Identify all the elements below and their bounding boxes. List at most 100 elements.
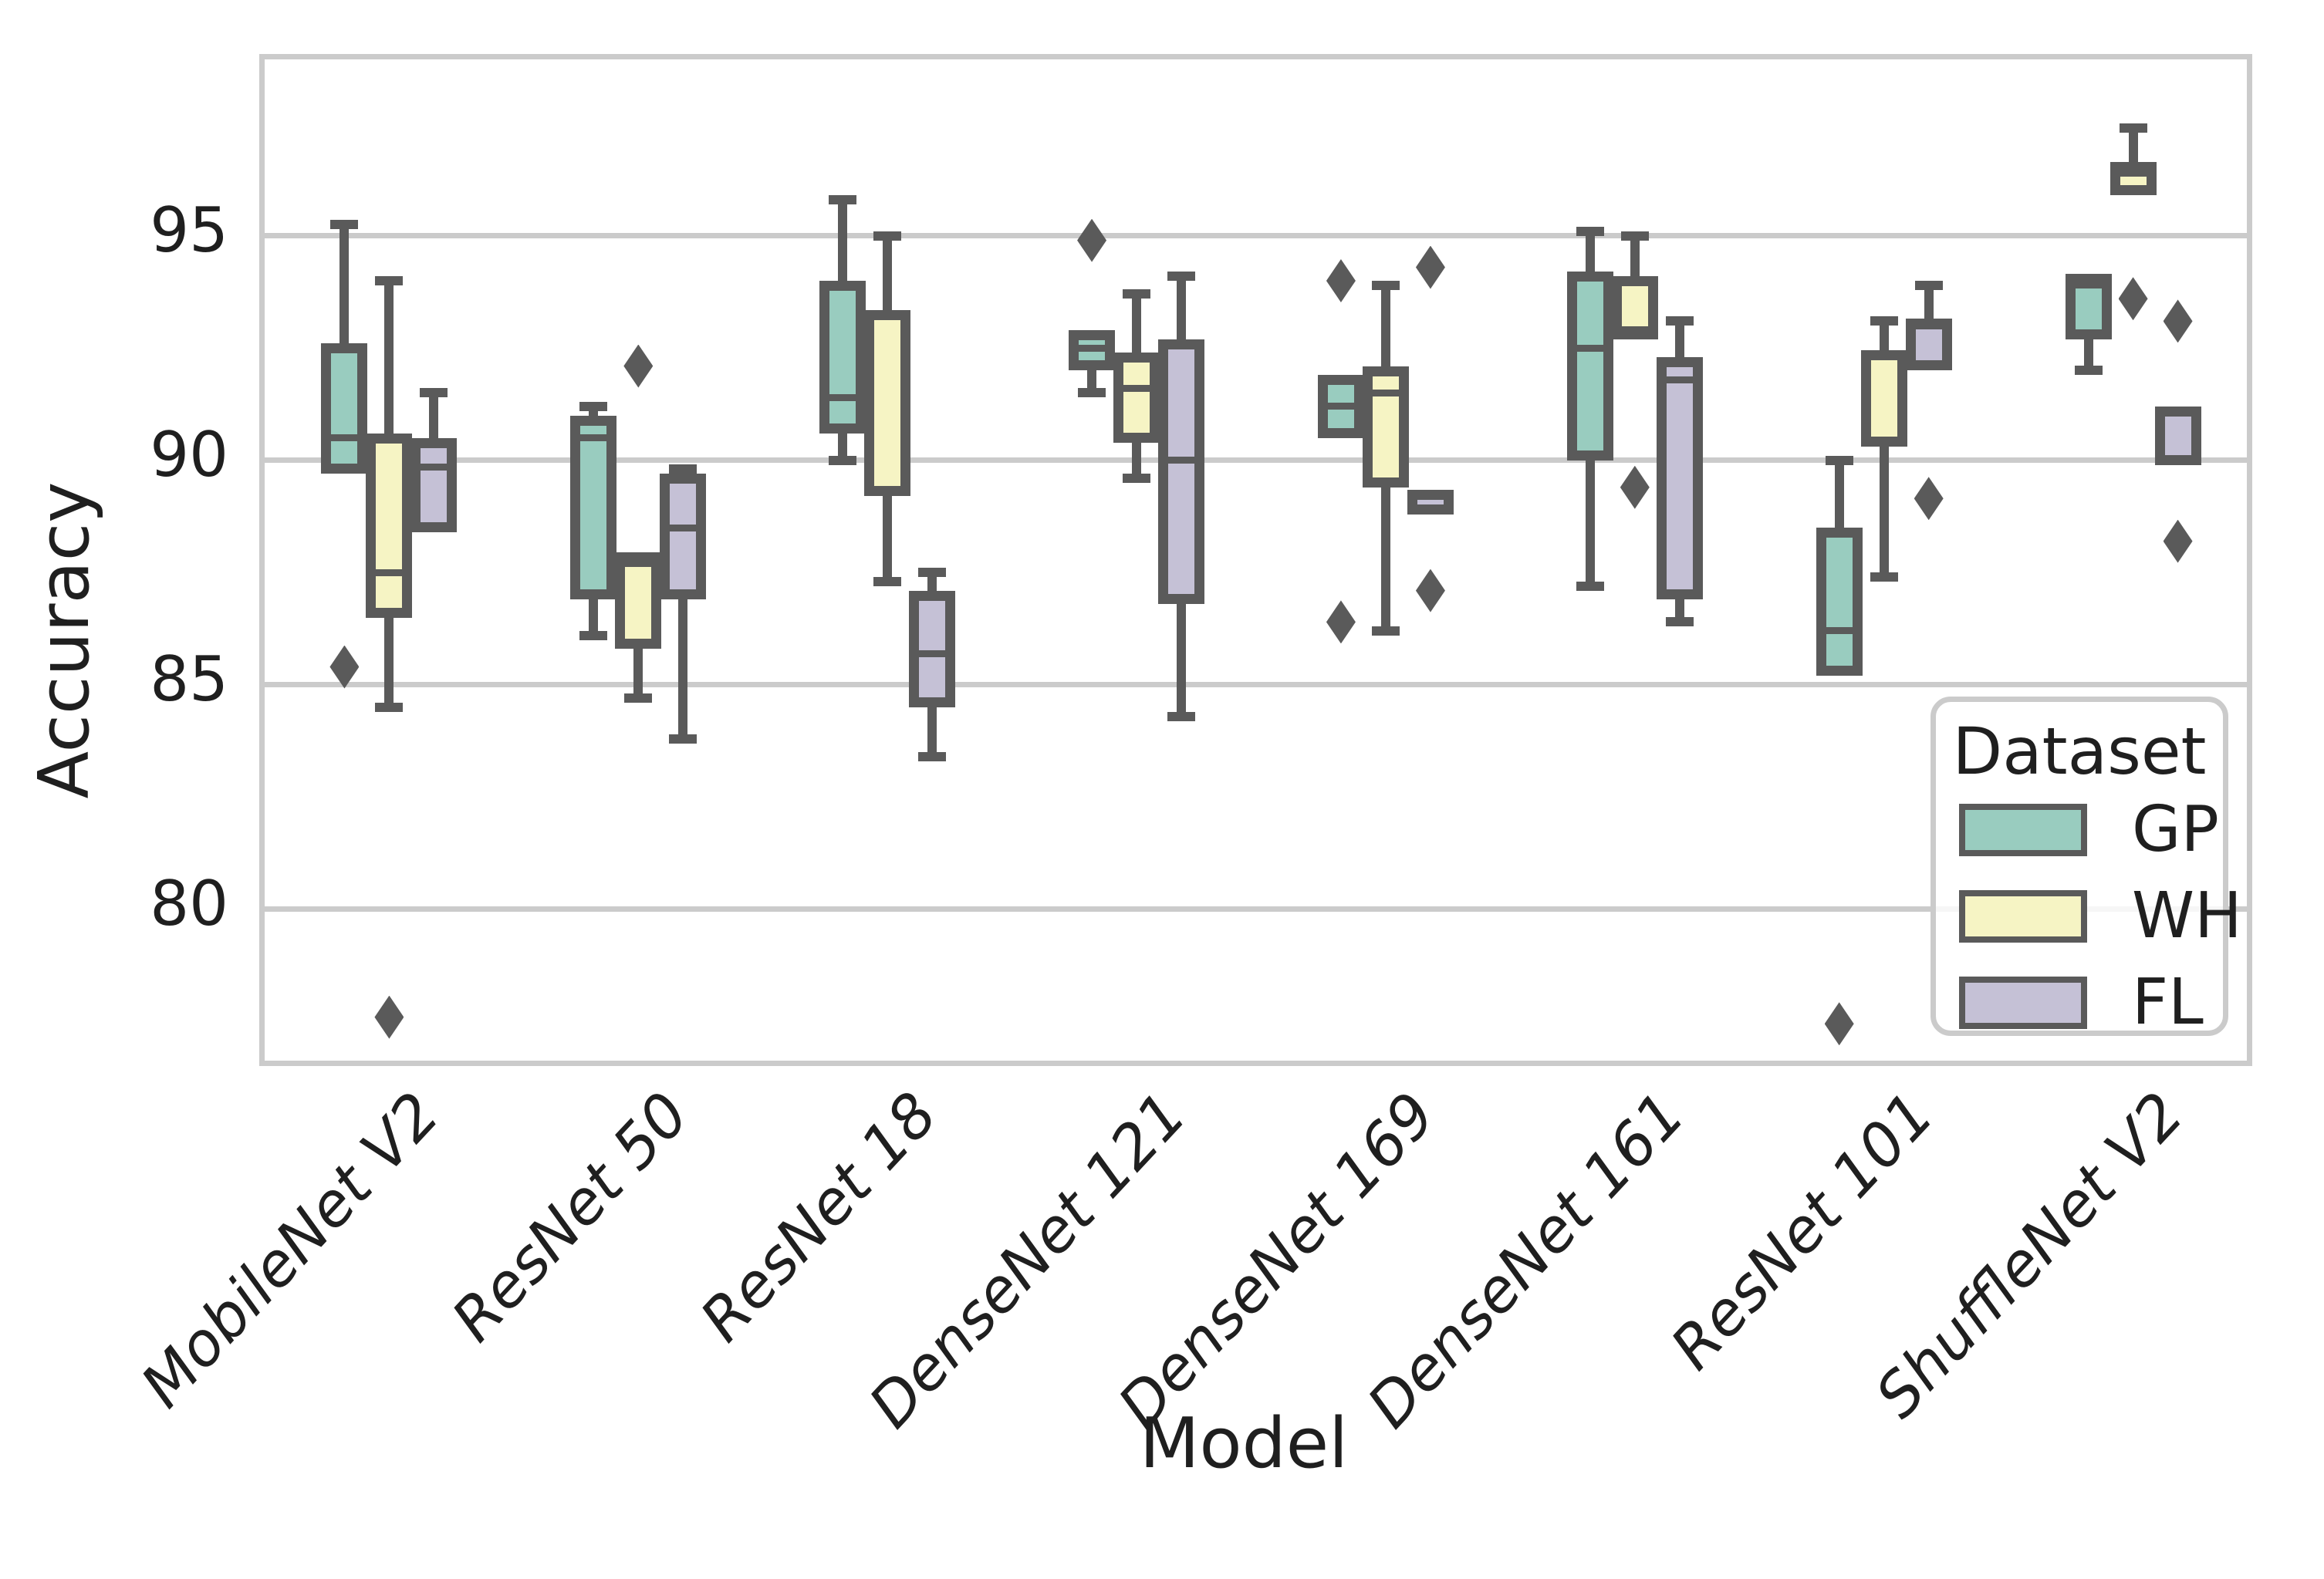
outlier-diamond xyxy=(1077,218,1107,262)
box-GP xyxy=(321,343,368,474)
whisker-stem xyxy=(429,393,439,438)
median-line xyxy=(580,434,607,442)
median-line xyxy=(376,569,403,576)
box-FL xyxy=(660,474,707,600)
whisker-cap xyxy=(1870,316,1898,326)
median-line xyxy=(1826,627,1853,635)
whisker-cap xyxy=(1914,280,1943,290)
box-FL xyxy=(410,437,458,532)
median-line xyxy=(1915,322,1942,329)
whisker-cap xyxy=(2074,366,2103,376)
whisker-cap xyxy=(624,693,653,703)
legend-items: GP WH FL xyxy=(1936,790,2242,1043)
x-tick-label: MobileNet V2 xyxy=(128,1079,453,1422)
whisker-cap xyxy=(669,464,698,474)
gridline xyxy=(265,906,2247,913)
whisker-stem xyxy=(339,224,350,344)
whisker-cap xyxy=(1123,474,1151,484)
whisker-cap xyxy=(375,702,404,712)
x-tick-label: ResNet 18 xyxy=(687,1079,951,1355)
median-line xyxy=(1079,344,1106,352)
box-FL xyxy=(1905,319,1952,371)
median-line xyxy=(1870,353,1897,361)
whisker-cap xyxy=(1167,711,1196,721)
whisker-cap xyxy=(1665,617,1694,627)
legend-item-GP: GP xyxy=(1936,790,2223,870)
legend-item-FL: FL xyxy=(1936,963,2223,1043)
median-line xyxy=(1123,385,1150,393)
y-tick-label: 80 xyxy=(150,867,228,940)
whisker-stem xyxy=(1879,321,1889,351)
outlier-diamond xyxy=(623,344,654,388)
whisker-cap xyxy=(1123,289,1151,299)
whisker-cap xyxy=(669,734,698,744)
whisker-cap xyxy=(1825,455,1853,465)
box-WH xyxy=(2110,161,2157,196)
box-WH xyxy=(615,552,662,649)
whisker-stem xyxy=(1132,294,1142,353)
whisker-stem xyxy=(1630,235,1640,277)
box-GP xyxy=(1566,272,1613,461)
legend-label: WH xyxy=(2132,879,2242,953)
whisker-stem xyxy=(384,617,394,707)
whisker-stem xyxy=(838,433,848,461)
median-line xyxy=(1666,376,1693,383)
box-GP xyxy=(1069,329,1116,371)
box-WH xyxy=(864,309,911,497)
median-line xyxy=(919,649,946,657)
whisker-cap xyxy=(420,388,448,398)
median-line xyxy=(1168,457,1195,464)
whisker-stem xyxy=(384,280,394,434)
whisker-cap xyxy=(829,195,857,205)
whisker-cap xyxy=(1371,626,1400,636)
whisker-cap xyxy=(918,751,947,761)
whisker-cap xyxy=(1078,388,1106,398)
box-FL xyxy=(1656,356,1703,600)
box-WH xyxy=(1860,350,1907,447)
whisker-stem xyxy=(1674,321,1684,357)
box-FL xyxy=(1158,339,1205,605)
legend-label: GP xyxy=(2132,793,2219,866)
median-line xyxy=(331,434,358,442)
legend-item-WH: WH xyxy=(1936,876,2242,957)
outlier-diamond xyxy=(1824,1002,1854,1046)
legend-label: FL xyxy=(2132,966,2204,1039)
legend-swatch-icon xyxy=(1959,804,2087,856)
whisker-stem xyxy=(678,599,688,739)
outlier-diamond xyxy=(374,995,404,1039)
whisker-stem xyxy=(1585,460,1595,586)
median-line xyxy=(1621,326,1648,334)
whisker-cap xyxy=(918,568,947,578)
box-WH xyxy=(366,433,413,618)
y-axis-title: Accuracy xyxy=(24,481,105,799)
box-GP xyxy=(819,280,866,434)
median-line xyxy=(2075,282,2102,289)
outlier-diamond xyxy=(2163,299,2193,343)
box-GP xyxy=(570,415,617,600)
median-line xyxy=(1327,403,1354,410)
legend: Dataset GP WH FL xyxy=(1930,697,2242,1036)
whisker-cap xyxy=(2119,123,2147,133)
whisker-stem xyxy=(1177,604,1187,717)
outlier-diamond xyxy=(1620,465,1650,509)
whisker-stem xyxy=(1132,442,1142,479)
whisker-stem xyxy=(1879,447,1889,578)
x-axis-title: Model xyxy=(1139,1403,1349,1484)
outlier-diamond xyxy=(1914,477,1944,521)
whisker-cap xyxy=(579,630,608,640)
x-tick-label: ResNet 101 xyxy=(1658,1079,1948,1383)
median-line xyxy=(829,393,856,401)
whisker-cap xyxy=(1870,572,1898,582)
median-line xyxy=(2164,407,2191,415)
legend-title: Dataset xyxy=(1952,714,2207,789)
legend-swatch-icon xyxy=(1959,977,2087,1029)
x-tick-label: ResNet 50 xyxy=(438,1079,702,1355)
outlier-diamond xyxy=(2118,277,2148,321)
median-line xyxy=(625,560,652,568)
whisker-cap xyxy=(1576,581,1604,591)
median-line xyxy=(874,311,901,319)
median-line xyxy=(421,464,448,471)
gridline xyxy=(265,457,2247,464)
whisker-cap xyxy=(579,401,608,411)
whisker-stem xyxy=(1834,460,1844,528)
